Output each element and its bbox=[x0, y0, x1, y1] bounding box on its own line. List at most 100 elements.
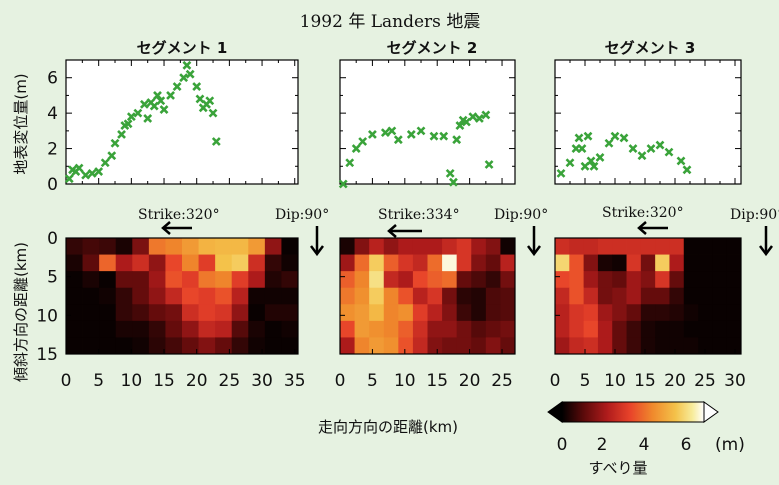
scatter-point bbox=[589, 161, 599, 171]
scatter-point-stroke bbox=[452, 135, 462, 145]
scatter-point-stroke bbox=[586, 156, 596, 166]
scatter-y-tick-label: 6 bbox=[47, 69, 58, 89]
scatter-point bbox=[126, 112, 136, 122]
scatter-point-stroke bbox=[574, 133, 584, 143]
scatter-point bbox=[682, 165, 692, 175]
scatter-point bbox=[439, 131, 449, 141]
heatmap-cell bbox=[597, 238, 613, 255]
scatter-point bbox=[664, 147, 674, 157]
heatmap-cell bbox=[264, 238, 282, 255]
colorbar-tick: 6 bbox=[681, 435, 692, 455]
scatter-point bbox=[156, 96, 166, 106]
heatmap-cell bbox=[442, 271, 458, 289]
scatter-point-stroke bbox=[474, 114, 484, 123]
scatter-point bbox=[87, 168, 97, 178]
segment-2-dip: Dip:90° bbox=[494, 207, 548, 223]
heatmap-cell bbox=[640, 304, 656, 322]
heatmap-cell bbox=[383, 238, 399, 255]
heatmap-cell bbox=[683, 304, 699, 322]
scatter-frame-2 bbox=[339, 59, 516, 185]
colorbar-tick: 0 bbox=[557, 435, 568, 455]
heatmap-cell bbox=[626, 238, 642, 255]
scatter-point-stroke bbox=[655, 140, 665, 150]
heatmap-x-tick-label: 5 bbox=[93, 371, 104, 391]
heatmap-cell bbox=[669, 337, 685, 355]
scatter-point-stroke bbox=[387, 126, 397, 136]
heatmap-cell bbox=[165, 320, 183, 338]
scatter-point bbox=[449, 177, 458, 187]
heatmap-cell bbox=[281, 271, 299, 289]
heatmap-cell bbox=[398, 337, 414, 355]
scatter-point-stroke bbox=[143, 114, 153, 123]
heatmap-cell bbox=[669, 271, 685, 289]
heatmap-cell bbox=[231, 304, 249, 322]
scatter-point bbox=[676, 156, 686, 166]
heatmap-cell bbox=[340, 254, 355, 272]
heatmap-cell bbox=[82, 287, 100, 305]
scatter-point-stroke bbox=[380, 128, 390, 138]
heatmap-cell bbox=[182, 337, 199, 355]
scatter-point-stroke bbox=[595, 153, 605, 162]
scatter-y-tick-label: 0 bbox=[47, 175, 58, 195]
heatmap-cell bbox=[248, 337, 266, 355]
heatmap-cell bbox=[132, 271, 150, 289]
heatmap-cell bbox=[354, 304, 370, 322]
scatter-point bbox=[110, 138, 120, 148]
heatmap-cell bbox=[148, 337, 166, 355]
heatmap-cell bbox=[132, 320, 150, 338]
scatter-point bbox=[149, 101, 159, 111]
heatmap-cell bbox=[340, 271, 355, 289]
heatmap-cell bbox=[398, 254, 414, 272]
heatmap-cell bbox=[442, 238, 458, 255]
segment-2-title: セグメント 2 bbox=[387, 39, 478, 57]
heatmap-cell bbox=[264, 304, 282, 322]
segment-3-dip-arrowhead bbox=[759, 245, 773, 257]
heatmap-cell bbox=[264, 271, 282, 289]
heatmap-x-tick-label: 10 bbox=[394, 371, 416, 391]
scatter-point bbox=[172, 82, 182, 91]
heatmap-cell bbox=[500, 254, 516, 272]
heatmap-cell bbox=[215, 337, 233, 355]
heatmap-y-tick-label: 10 bbox=[36, 306, 58, 326]
heatmap-cell bbox=[698, 238, 713, 255]
scatter-point bbox=[74, 163, 84, 173]
heatmap-cell bbox=[182, 271, 199, 289]
heatmap-cell bbox=[82, 320, 100, 338]
heatmap-cell bbox=[427, 287, 443, 305]
heatmap-cell bbox=[82, 271, 100, 289]
scatter-point bbox=[358, 137, 368, 146]
scatter-point bbox=[81, 170, 91, 180]
scatter-point-stroke bbox=[123, 119, 133, 129]
heatmap-x-tick-label: 35 bbox=[284, 371, 306, 391]
heatmap-cell bbox=[99, 337, 117, 355]
heatmap-cell bbox=[115, 304, 133, 322]
scatter-point-stroke bbox=[589, 161, 599, 171]
scatter-point bbox=[159, 105, 169, 115]
heatmap-cell bbox=[612, 337, 627, 355]
heatmap-cell bbox=[231, 287, 249, 305]
heatmap-cell bbox=[726, 271, 742, 289]
heatmap-cell bbox=[612, 320, 627, 338]
scatter-point-stroke bbox=[74, 163, 84, 173]
heatmap-y-tick-label: 0 bbox=[47, 229, 58, 249]
heatmap-cell bbox=[354, 254, 370, 272]
heatmap-cell bbox=[485, 287, 501, 305]
heatmap-cell bbox=[698, 304, 713, 322]
heatmap-cell bbox=[569, 254, 585, 272]
heatmap-cell bbox=[383, 320, 399, 338]
heatmap-cell bbox=[583, 271, 599, 289]
scatter-point-stroke bbox=[117, 129, 126, 139]
scatter-point-stroke bbox=[156, 96, 166, 106]
heatmap-cell bbox=[655, 238, 670, 255]
heatmap-cell bbox=[165, 287, 183, 305]
colorbar-right-triangle bbox=[703, 401, 719, 423]
segment-3-strike-arrowhead bbox=[637, 221, 647, 235]
colorbar-label: すべり量 bbox=[589, 459, 648, 477]
heatmap-x-tick-label: 0 bbox=[335, 371, 346, 391]
scatter-point bbox=[416, 126, 426, 136]
heatmap-cell bbox=[99, 320, 117, 338]
scatter-point bbox=[195, 94, 205, 104]
heatmap-cell bbox=[398, 271, 414, 289]
heatmap-cell bbox=[115, 254, 133, 272]
heatmap-cell bbox=[115, 271, 133, 289]
